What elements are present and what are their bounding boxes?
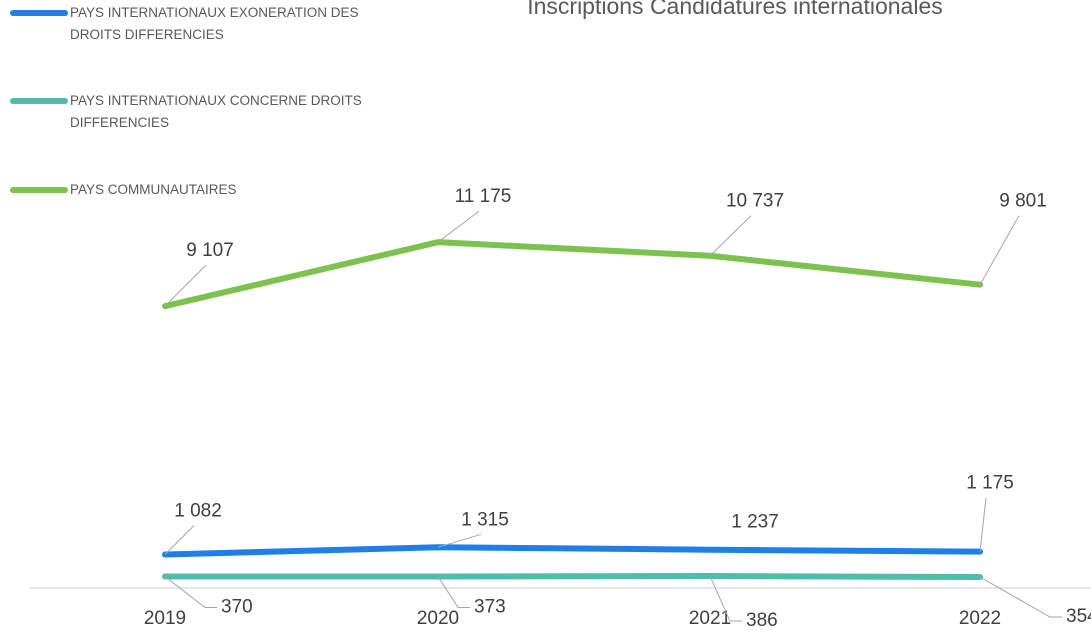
leader-line (979, 576, 1062, 618)
x-tick-label: 2019 (144, 608, 186, 629)
leader-line (709, 215, 752, 257)
legend-label: PAYS INTERNATIONAUX EXONERATION DES DROI… (70, 5, 359, 42)
leader-line (164, 525, 195, 555)
data-label: 354 (1066, 606, 1091, 627)
legend-swatch (10, 10, 68, 16)
data-label: 9 107 (186, 240, 234, 261)
series-line (162, 239, 983, 310)
data-label: 370 (221, 597, 253, 618)
leader-line (979, 215, 1020, 285)
data-label: 10 737 (726, 191, 784, 212)
data-label: 1 082 (174, 501, 222, 522)
data-label: 1 175 (966, 473, 1014, 494)
data-label: 386 (746, 610, 778, 630)
data-label: 1 315 (461, 509, 509, 530)
legend-swatch (10, 98, 68, 104)
leader-line (979, 497, 987, 552)
leader-line (164, 264, 207, 307)
leader-line (709, 575, 742, 622)
legend-swatch (10, 187, 68, 193)
legend-label: PAYS INTERNATIONAUX CONCERNE DROITS DIFF… (70, 93, 362, 130)
leader-line (437, 576, 470, 608)
x-tick-label: 2021 (689, 608, 731, 629)
series-line (162, 544, 983, 558)
x-tick-label: 2020 (417, 608, 459, 629)
data-label: 1 237 (731, 512, 779, 533)
chart-title: Inscriptions Candidatures internationale… (527, 0, 943, 19)
data-label: 373 (474, 596, 506, 617)
series-line (162, 573, 983, 581)
leader-line (437, 210, 480, 243)
x-tick-label: 2022 (959, 608, 1001, 629)
leader-line (437, 533, 482, 548)
data-label: 9 801 (999, 191, 1047, 212)
leader-line (164, 576, 217, 609)
data-label: 11 175 (455, 186, 512, 207)
legend-label: PAYS COMMUNAUTAIRES (70, 182, 237, 197)
